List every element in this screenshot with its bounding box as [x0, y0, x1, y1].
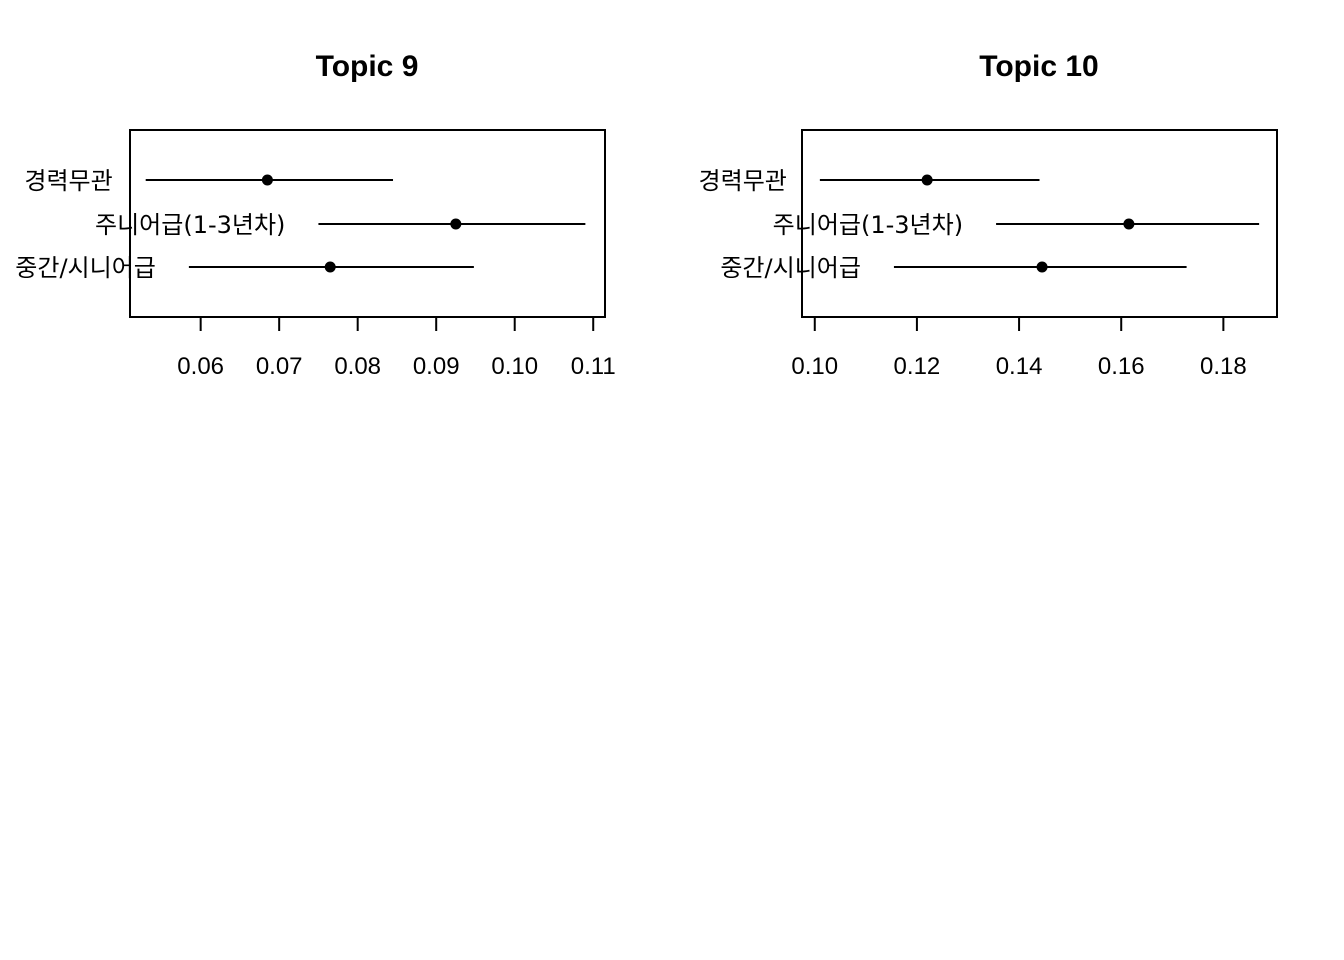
category-label: 경력무관 [24, 167, 112, 195]
x-tick-label: 0.10 [791, 353, 838, 380]
category-label: 중간/시니어급 [720, 254, 861, 282]
estimate-point [324, 261, 336, 273]
chart-title: Topic 10 [979, 50, 1098, 83]
category-label: 주니어급(1-3년차) [95, 211, 285, 239]
estimate-point [1036, 261, 1048, 273]
x-tick-label: 0.11 [571, 353, 616, 380]
x-tick-label: 0.12 [894, 353, 941, 380]
estimate-point [1123, 218, 1135, 230]
estimate-point [261, 174, 273, 186]
x-tick-label: 0.18 [1200, 353, 1247, 380]
category-label: 중간/시니어급 [15, 254, 156, 282]
x-tick-label: 0.14 [996, 353, 1043, 380]
estimate-point [450, 218, 462, 230]
x-axis: 0.06 0.07 0.08 0.09 0.10 0.11 [177, 316, 616, 380]
x-tick-label: 0.06 [177, 353, 224, 380]
category-label: 경력무관 [699, 167, 787, 195]
x-tick-label: 0.07 [256, 353, 303, 380]
estimate-point [921, 174, 933, 186]
x-tick-label: 0.10 [491, 353, 538, 380]
x-tick-label: 0.16 [1098, 353, 1145, 380]
x-tick-label: 0.09 [413, 353, 460, 380]
category-label: 주니어급(1-3년차) [773, 211, 963, 239]
x-tick-label: 0.08 [334, 353, 381, 380]
chart-title: Topic 9 [316, 50, 419, 83]
x-axis: 0.10 0.12 0.14 0.16 0.18 [791, 316, 1247, 380]
